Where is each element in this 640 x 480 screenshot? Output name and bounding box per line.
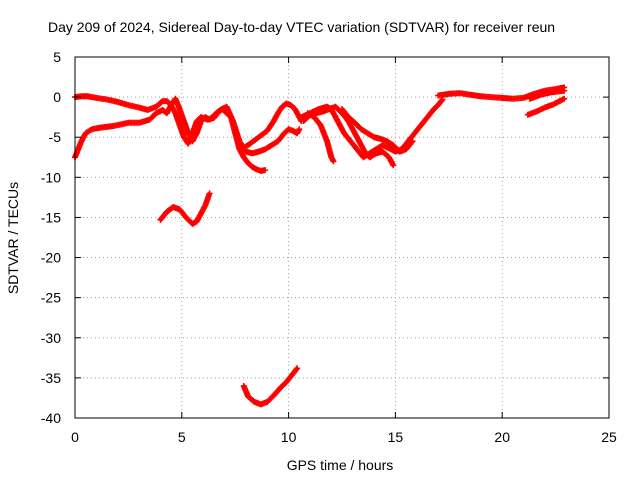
data-point (293, 366, 300, 373)
y-tick-label: -10 (41, 169, 61, 185)
ticks: 0 5 10 15 20 25 5 0 -5 -10 -15 -20 -25 -30 -35 -40 (41, 49, 617, 445)
y-tick-label: 0 (53, 89, 61, 105)
x-tick-label: 15 (388, 429, 404, 445)
data-point (408, 139, 415, 146)
y-tick-label: -20 (41, 250, 61, 266)
series-trace-i (524, 95, 568, 118)
y-tick-label: -15 (41, 209, 61, 225)
plot-border (74, 56, 610, 419)
data-point (390, 162, 397, 169)
data-point (561, 87, 568, 94)
x-tick-label: 20 (494, 429, 510, 445)
x-tick-label: 5 (178, 429, 186, 445)
series-trace-l (240, 365, 301, 408)
data-point (296, 126, 303, 133)
y-tick-label: -40 (41, 410, 61, 426)
data-point (409, 138, 416, 145)
chart-title: Day 209 of 2024, Sidereal Day-to-day VTE… (48, 19, 555, 35)
data-point (262, 167, 269, 174)
data-point (330, 158, 337, 165)
data-point (206, 190, 213, 197)
x-axis-label: GPS time / hours (287, 457, 394, 473)
y-axis-label: SDTVAR / TECUs (5, 182, 21, 294)
y-tick-label: -25 (41, 290, 61, 306)
series-trace-g (339, 106, 416, 155)
data-point (561, 95, 568, 102)
x-tick-label: 25 (601, 429, 617, 445)
series-layer (72, 84, 568, 408)
y-tick-label: -35 (41, 370, 61, 386)
series-trace-k (157, 190, 213, 227)
data-point (438, 97, 445, 104)
y-tick-label: 5 (53, 49, 61, 65)
x-tick-label: 0 (71, 429, 79, 445)
series-trace-b (72, 93, 303, 157)
y-tick-label: -5 (49, 129, 62, 145)
data-point (294, 365, 301, 372)
series-trace-j (526, 87, 568, 102)
y-tick-label: -30 (41, 330, 61, 346)
x-tick-label: 10 (281, 429, 297, 445)
